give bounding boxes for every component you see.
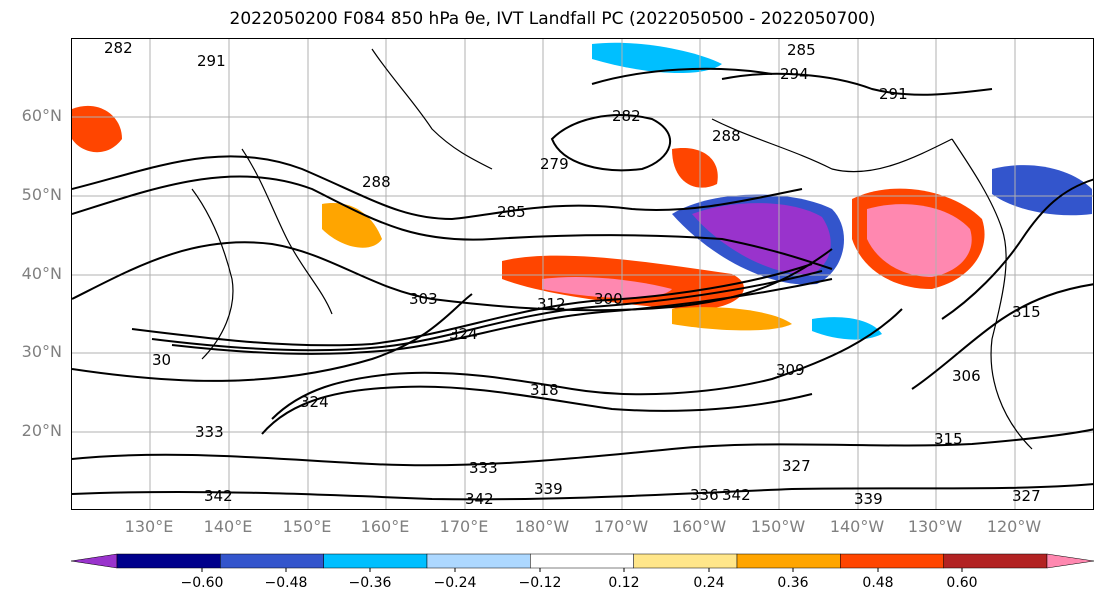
colorbar-segment [426,553,531,569]
contour-label: 282 [104,39,133,57]
colorbar-segment [116,553,221,569]
shade-jp-orange [322,203,382,248]
contour-label: 285 [787,41,816,59]
colorbar-segment [736,553,841,569]
shade-alaska-red [672,148,718,188]
lon-label: 170°W [593,517,649,536]
graticule [72,39,1093,509]
colorbar-ticks [201,568,963,572]
shade-west-orange [72,105,122,153]
colorbar-tick-label: −0.60 [180,575,224,591]
lat-label-30n: 30°N [21,342,62,361]
contour-label: 312 [537,295,566,313]
contour-label: 339 [854,490,883,508]
colorbar-segment [323,553,428,569]
contour-label: 306 [952,367,981,385]
contour-label: 342 [722,486,751,504]
colorbar-segment [840,553,944,569]
colorbar-extend-high [1046,553,1095,569]
map-svg: 282 291 285 294 291 282 279 288 285 288 … [72,39,1093,509]
colorbar-tick-label: 0.12 [608,575,640,591]
shade-blue-north [592,42,722,74]
figure-title: 2022050200 F084 850 hPa θe, IVT Landfall… [229,9,876,29]
lon-label: 140°W [829,517,885,536]
contour-label: 288 [712,127,741,145]
lon-label: 130°W [907,517,963,536]
lon-label: 180°W [514,517,570,536]
colorbar-tick-label: 0.60 [946,575,978,591]
colorbar-segment [530,553,634,569]
colorbar-tick-label: −0.24 [433,575,477,591]
shade-positive-core [867,204,972,277]
contour-label: 324 [449,325,478,343]
lat-label-50n: 50°N [21,185,62,204]
contour-label: 342 [465,490,494,508]
lat-label-60n: 60°N [21,106,62,125]
contour-label: 294 [780,65,809,83]
contour-label: 30 [152,351,171,369]
contour-label: 285 [497,203,526,221]
lon-label: 120°W [986,517,1042,536]
lon-label: 130°E [124,517,174,536]
contour-label: 309 [776,361,805,379]
contour-label: 291 [197,52,226,70]
lat-label-40n: 40°N [21,264,62,283]
contour-label: 327 [1012,487,1041,505]
shade-orange-south [672,307,792,331]
contour-label: 342 [204,487,233,505]
lon-label: 150°E [282,517,332,536]
colorbar-segment [633,553,738,569]
colorbar-segments [70,553,1095,569]
theta-e-contours [72,67,1093,501]
shade-blue-northeast [992,165,1092,216]
colorbar-tick-label: 0.24 [693,575,725,591]
colorbar [70,553,1095,572]
contour-label: 303 [409,290,438,308]
colorbar-tick-label: −0.12 [518,575,562,591]
contour-label: 279 [540,155,569,173]
contour-label: 324 [300,393,329,411]
contour-label: 291 [879,85,908,103]
contour-label: 333 [195,423,224,441]
colorbar-tick-label: −0.36 [348,575,392,591]
contour-label: 315 [1012,303,1041,321]
lon-label: 140°E [203,517,253,536]
colorbar-extend-low [70,553,118,569]
colorbar-tick-label: 0.36 [777,575,809,591]
shading-layer [72,42,1092,340]
lon-label: 150°W [750,517,806,536]
coastlines [191,48,1033,450]
lon-label: 160°W [671,517,727,536]
colorbar-segment [220,553,324,569]
contour-label: 333 [469,459,498,477]
shade-blue-south [812,317,882,340]
shade-orange-band-inner [542,277,672,298]
colorbar-tick-label: 0.48 [862,575,894,591]
lon-label: 170°E [439,517,489,536]
contour-label: 282 [612,107,641,125]
map-panel: 282 291 285 294 291 282 279 288 285 288 … [71,38,1094,510]
lon-label: 160°E [360,517,410,536]
contour-label: 318 [530,381,559,399]
contour-label: 336 [690,486,719,504]
contour-label: 327 [782,457,811,475]
lat-label-20n: 20°N [21,421,62,440]
contour-label: 339 [534,480,563,498]
colorbar-tick-label: −0.48 [264,575,308,591]
contour-label: 300 [594,290,623,308]
colorbar-segment [943,553,1048,569]
contour-label: 288 [362,173,391,191]
contour-label: 315 [934,430,963,448]
contour-labels: 282 291 285 294 291 282 279 288 285 288 … [104,39,1041,508]
